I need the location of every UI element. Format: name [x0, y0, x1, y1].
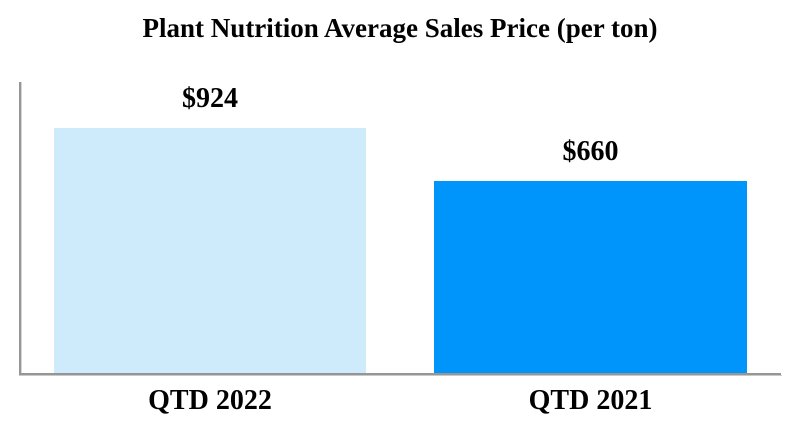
bar-group-qtd-2022: $924	[54, 82, 366, 373]
value-label-qtd-2021: $660	[562, 136, 619, 168]
x-axis-labels: QTD 2022 QTD 2021	[21, 384, 781, 424]
x-axis-label-qtd-2021: QTD 2021	[528, 385, 653, 416]
x-axis-label-qtd-2022: QTD 2022	[148, 385, 272, 416]
bar-group-qtd-2021: $660	[434, 82, 747, 373]
chart-title: Plant Nutrition Average Sales Price (per…	[142, 13, 658, 43]
value-label-qtd-2022: $924	[182, 83, 238, 114]
plot-area: $924 $660	[19, 82, 782, 376]
bar-qtd-2021	[434, 180, 747, 373]
bar-qtd-2022	[54, 127, 366, 373]
